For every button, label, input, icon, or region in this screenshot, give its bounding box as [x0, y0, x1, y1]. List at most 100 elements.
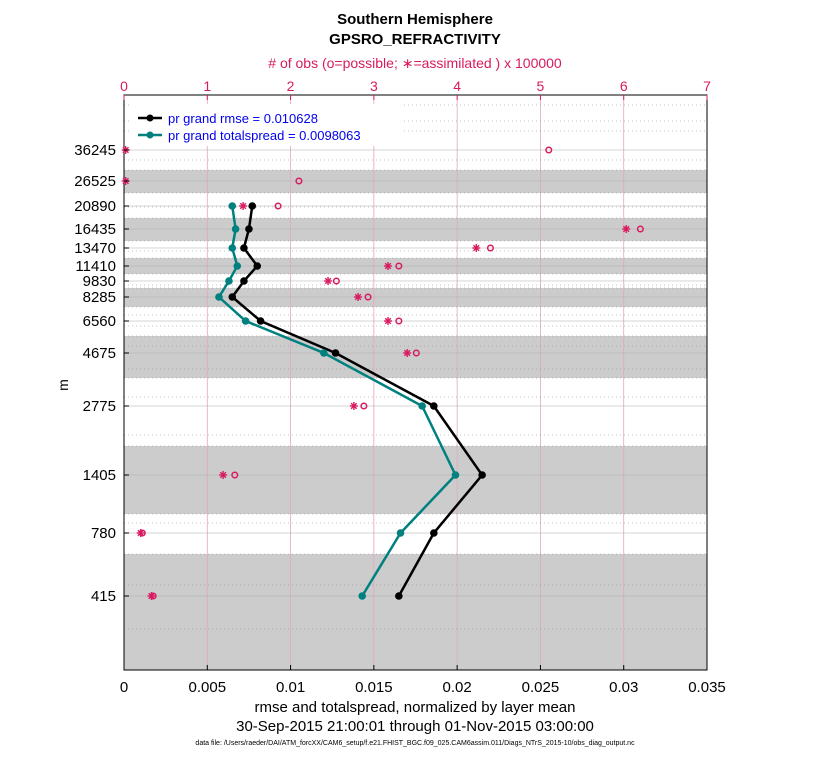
obs-possible-marker [412, 349, 420, 357]
x-tick-label: 0 [120, 679, 128, 696]
chart-title: Southern Hemisphere [337, 11, 493, 28]
obs-assimilated-marker [219, 471, 228, 479]
obs-possible-marker [545, 146, 553, 154]
asterisk-stroke [350, 402, 358, 410]
y-tick-label: 16435 [74, 221, 116, 238]
y-tick-label: 11410 [75, 258, 116, 275]
top-axis-label: # of obs (o=possible; ∗=assimilated ) x … [268, 55, 562, 71]
totalspread-point [396, 529, 405, 537]
y-tick-label: 36245 [74, 142, 116, 159]
totalspread-point [228, 244, 237, 252]
obs-possible-marker [360, 402, 368, 410]
y-tick-label: 4675 [83, 345, 116, 362]
asterisk-stroke [384, 317, 392, 325]
asterisk-stroke [137, 529, 144, 537]
obs-possible-marker [395, 262, 403, 270]
rmse-point [430, 529, 438, 537]
obs-assimilated-marker [349, 402, 358, 410]
x-tick-label: 0.005 [189, 679, 227, 696]
legend-marker-spread [146, 131, 154, 139]
top-tick-label: 2 [287, 78, 295, 94]
rmse-point [430, 402, 438, 410]
obs-assimilated-marker [403, 349, 412, 357]
asterisk-stroke [354, 293, 362, 301]
totalspread-point [451, 471, 460, 479]
asterisk-stroke [384, 262, 392, 270]
y-tick-label: 780 [91, 525, 116, 542]
obs-assimilated-marker [622, 225, 631, 233]
top-tick-label: 4 [453, 78, 461, 94]
y-tick-label: 8285 [83, 289, 116, 306]
axis-ticks: 0 0.005 0.01 0.015 0.02 0.025 0.03 0.035 0 1 2 3 4 5 6… [74, 78, 725, 696]
layer-band [124, 170, 707, 193]
y-tick-label: 26525 [74, 173, 116, 190]
obs-possible-marker [636, 225, 644, 233]
obs-assimilated-marker [324, 277, 333, 285]
y-tick-label: 1405 [83, 467, 116, 484]
data-file-footnote: data file: /Users/raeder/DAI/ATM_forcXX/… [195, 740, 635, 747]
obs-possible-marker [274, 202, 282, 210]
top-tick-label: 7 [703, 78, 711, 94]
obs-possible-marker [332, 277, 340, 285]
axes-box [123, 94, 708, 671]
rmse-point [248, 202, 257, 210]
layer-band [124, 554, 707, 670]
x-tick-label: 0.035 [688, 679, 726, 696]
x-tick-label: 0.02 [443, 679, 472, 696]
asterisk-stroke [219, 471, 227, 479]
obs-assimilated-marker [239, 202, 248, 210]
asterisk-stroke [473, 244, 480, 252]
totalspread-point [358, 592, 366, 600]
y-tick-label: 6560 [83, 313, 116, 330]
obs-possible-marker [486, 244, 495, 252]
asterisk-stroke [403, 349, 411, 357]
rmse-point [253, 262, 262, 270]
layer-band [124, 446, 707, 514]
x-tick-label: 0.025 [522, 679, 560, 696]
legend-label-rmse: pr grand rmse = 0.010628 [168, 111, 318, 126]
asterisk-stroke [324, 277, 332, 285]
rmse-point [331, 349, 340, 357]
legend: pr grand rmse = 0.010628 pr grand totals… [132, 104, 404, 146]
y-tick-label: 2775 [83, 398, 116, 415]
obs-assimilated-marker [384, 317, 393, 325]
obs-possible-marker [231, 471, 239, 479]
obs-possible-marker [295, 177, 303, 185]
legend-label-spread: pr grand totalspread = 0.0098063 [168, 128, 361, 143]
y-tick-label: 20890 [74, 198, 116, 215]
obs-markers [121, 146, 644, 600]
chart-subtitle: GPSRO_REFRACTIVITY [329, 31, 501, 48]
totalspread-point [241, 317, 250, 325]
asterisk-stroke [239, 202, 247, 210]
layer-band [124, 218, 707, 241]
layer-bands [124, 170, 707, 670]
rmse-point [240, 244, 248, 252]
y-axis-label: m [55, 379, 71, 391]
rmse-point [256, 317, 265, 325]
totalspread-point [215, 293, 223, 301]
x-tick-label: 0.015 [355, 679, 393, 696]
rmse-point [228, 293, 237, 301]
totalspread-point [228, 202, 237, 210]
obs-assimilated-marker [384, 262, 393, 270]
top-tick-label: 6 [620, 78, 628, 94]
date-range: 30-Sep-2015 21:00:01 through 01-Nov-2015… [236, 718, 594, 735]
totalspread-point [320, 349, 328, 357]
horizontal-grid [124, 104, 707, 630]
rmse-point [240, 277, 248, 285]
legend-marker-rmse [146, 114, 154, 122]
obs-possible-marker [364, 293, 372, 301]
legend-box [132, 104, 404, 146]
totalspread-point [233, 262, 242, 270]
series-lines [215, 202, 486, 600]
obs-assimilated-marker [136, 529, 145, 537]
x-axis-label: rmse and totalspread, normalized by laye… [255, 699, 576, 716]
obs-assimilated-marker [147, 592, 156, 600]
totalspread-point [225, 277, 233, 285]
x-tick-label: 0.01 [276, 679, 305, 696]
obs-assimilated-marker [354, 293, 363, 301]
layer-band [124, 336, 707, 378]
top-tick-label: 0 [120, 78, 128, 94]
totalspread-point [418, 402, 426, 410]
